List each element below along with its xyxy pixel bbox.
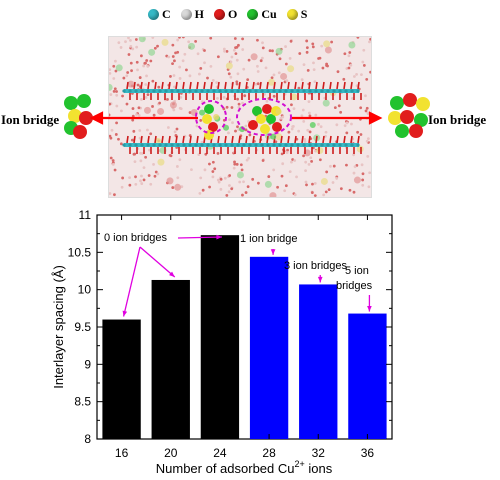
legend-label-s: S [300, 6, 308, 21]
legend-item-o: O [214, 7, 237, 22]
arrow-to-bar-20 [139, 246, 176, 278]
legend-label-c: C [162, 6, 171, 21]
x-tick-label: 28 [262, 446, 276, 460]
arrow-to-bar-24-head [216, 234, 222, 240]
y-tick-label: 10.5 [68, 245, 92, 259]
hydrogen-atom-icon [180, 8, 192, 20]
carbon-atom-icon [148, 8, 159, 20]
arrow-to-bar-28-head [270, 249, 276, 255]
copper-atom-icon [247, 8, 259, 20]
right-bridge-arrow [290, 111, 383, 125]
right-bridge-highlight [236, 98, 292, 136]
left-ion-bridge-label: Ion bridge [1, 112, 60, 127]
arrow-to-bar-16 [122, 246, 141, 317]
bar-16 [102, 319, 141, 439]
oxygen-atom-icon [214, 8, 226, 20]
x-tick-label: 32 [312, 446, 326, 460]
y-tick-label: 9.5 [74, 320, 91, 334]
sulfur-atom-icon [286, 8, 298, 20]
legend-label-h: H [194, 6, 205, 21]
x-tick-label: 20 [164, 446, 178, 460]
bars-group [102, 235, 387, 439]
y-tick-label: 10 [78, 283, 92, 297]
y-tick-label: 8.5 [74, 395, 91, 409]
bar-36 [348, 313, 387, 439]
annotation-one-bridge: 1 ion bridge [240, 233, 298, 245]
legend-item-cu: Cu [247, 6, 277, 22]
annotation-three-bridges: 3 ion bridges [284, 260, 347, 272]
arrow-to-bar-20-head [169, 271, 175, 277]
bar-32 [299, 284, 338, 439]
legend-item-c: C [148, 7, 171, 22]
arrow-to-bar-24 [177, 236, 222, 239]
bar-20 [151, 279, 190, 439]
y-tick-label: 8 [84, 432, 91, 446]
legend-label-o: O [228, 6, 238, 21]
arrow-to-bar-16-head [122, 310, 128, 317]
y-axis-label: Interlayer spacing (Å) [51, 265, 66, 389]
legend-label-cu: Cu [261, 6, 277, 21]
left-bridge-highlight [195, 100, 227, 134]
right-ion-bridge-label: Ion bridge [428, 112, 487, 127]
x-axis-label: Number of adsorbed Cu2+ ions [156, 459, 333, 476]
right-ion-cluster-icon [388, 93, 430, 138]
annotation-five-bridges-line1: 5 ion [345, 265, 369, 277]
y-tick-label: 11 [79, 208, 92, 222]
left-ion-cluster-icon [64, 94, 93, 139]
x-tick-label: 16 [115, 446, 129, 460]
left-bridge-arrow [89, 111, 198, 125]
annotation-zero-bridges: 0 ion bridges [104, 232, 167, 244]
bar-28 [249, 256, 289, 439]
ion-bridge-overlay [64, 93, 430, 139]
interlayer-spacing-chart: 8 8.5 9 9.5 10 10.5 11 16 20 24 28 32 36 Interlayer… [51, 208, 393, 476]
atom-legend: C H O Cu S [148, 6, 317, 22]
arrow-to-bar-36-head [367, 306, 372, 312]
x-tick-label: 24 [213, 446, 227, 460]
arrow-to-bar-32-head [317, 276, 323, 283]
legend-item-h: H [180, 6, 205, 22]
legend-item-s: S [286, 6, 308, 22]
y-tick-label: 9 [84, 357, 91, 371]
y-ticks: 8 8.5 9 9.5 10 10.5 11 [68, 208, 392, 446]
annotation-five-bridges-line2: bridges [336, 280, 373, 292]
x-ticks: 16 20 24 28 32 36 [115, 215, 375, 460]
md-snapshot-image [109, 37, 371, 197]
bar-24 [200, 235, 240, 439]
x-tick-label: 36 [361, 446, 375, 460]
annotation-arrows [122, 234, 372, 317]
